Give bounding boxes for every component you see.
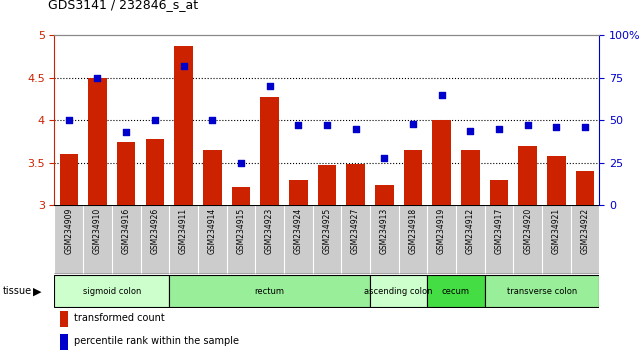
Text: GSM234923: GSM234923	[265, 207, 274, 253]
Bar	[375, 185, 394, 205]
Bar	[428, 275, 485, 307]
Text: GSM234917: GSM234917	[494, 207, 503, 253]
Point	[522, 122, 533, 128]
Text: GSM234910: GSM234910	[93, 207, 102, 253]
Point	[351, 126, 361, 132]
Text: ▶: ▶	[33, 286, 42, 296]
Text: GSM234915: GSM234915	[237, 207, 246, 253]
Text: GSM234916: GSM234916	[122, 207, 131, 253]
Point	[178, 63, 188, 69]
Text: GSM234919: GSM234919	[437, 207, 446, 253]
Bar	[317, 165, 337, 205]
Bar	[146, 139, 164, 205]
Bar	[461, 150, 479, 205]
Bar	[231, 187, 250, 205]
Bar	[547, 156, 565, 205]
Text: tissue: tissue	[3, 286, 32, 296]
Text: GSM234927: GSM234927	[351, 207, 360, 253]
Bar	[432, 120, 451, 205]
Point	[63, 118, 74, 123]
Text: GSM234918: GSM234918	[408, 207, 417, 253]
Text: GSM234912: GSM234912	[466, 207, 475, 253]
Point	[265, 84, 275, 89]
Text: GSM234924: GSM234924	[294, 207, 303, 253]
Bar	[60, 334, 68, 350]
Bar	[260, 97, 279, 205]
Bar	[576, 171, 594, 205]
Point	[207, 118, 217, 123]
Bar	[370, 275, 428, 307]
Text: GSM234914: GSM234914	[208, 207, 217, 253]
Text: transverse colon: transverse colon	[507, 287, 577, 296]
Bar	[203, 150, 222, 205]
Point	[551, 124, 562, 130]
Bar	[88, 78, 107, 205]
Bar	[490, 180, 508, 205]
Bar	[60, 311, 68, 327]
Text: GSM234925: GSM234925	[322, 207, 331, 253]
Text: GSM234921: GSM234921	[552, 207, 561, 253]
Text: GSM234926: GSM234926	[151, 207, 160, 253]
Point	[379, 155, 389, 161]
Bar	[404, 150, 422, 205]
Point	[494, 126, 504, 132]
Point	[92, 75, 103, 81]
Point	[150, 118, 160, 123]
Bar	[519, 146, 537, 205]
Point	[293, 122, 303, 128]
Bar	[169, 275, 370, 307]
Bar	[485, 275, 599, 307]
Text: GSM234913: GSM234913	[379, 207, 388, 253]
Point	[121, 130, 131, 135]
Text: cecum: cecum	[442, 287, 470, 296]
Text: GSM234911: GSM234911	[179, 207, 188, 253]
Bar	[346, 164, 365, 205]
Point	[322, 122, 332, 128]
Text: GSM234920: GSM234920	[523, 207, 532, 253]
Text: ascending colon: ascending colon	[364, 287, 433, 296]
Text: GSM234909: GSM234909	[64, 207, 73, 254]
Text: sigmoid colon: sigmoid colon	[83, 287, 141, 296]
Text: GSM234922: GSM234922	[581, 207, 590, 253]
Text: rectum: rectum	[254, 287, 285, 296]
Point	[408, 121, 418, 127]
Text: GDS3141 / 232846_s_at: GDS3141 / 232846_s_at	[48, 0, 198, 11]
Bar	[60, 154, 78, 205]
Bar	[289, 180, 308, 205]
Text: transformed count: transformed count	[74, 313, 164, 323]
Bar	[117, 142, 135, 205]
Bar	[174, 46, 193, 205]
Point	[465, 128, 476, 133]
Bar	[54, 275, 169, 307]
Point	[236, 160, 246, 166]
Point	[437, 92, 447, 98]
Point	[580, 124, 590, 130]
Text: percentile rank within the sample: percentile rank within the sample	[74, 336, 238, 346]
